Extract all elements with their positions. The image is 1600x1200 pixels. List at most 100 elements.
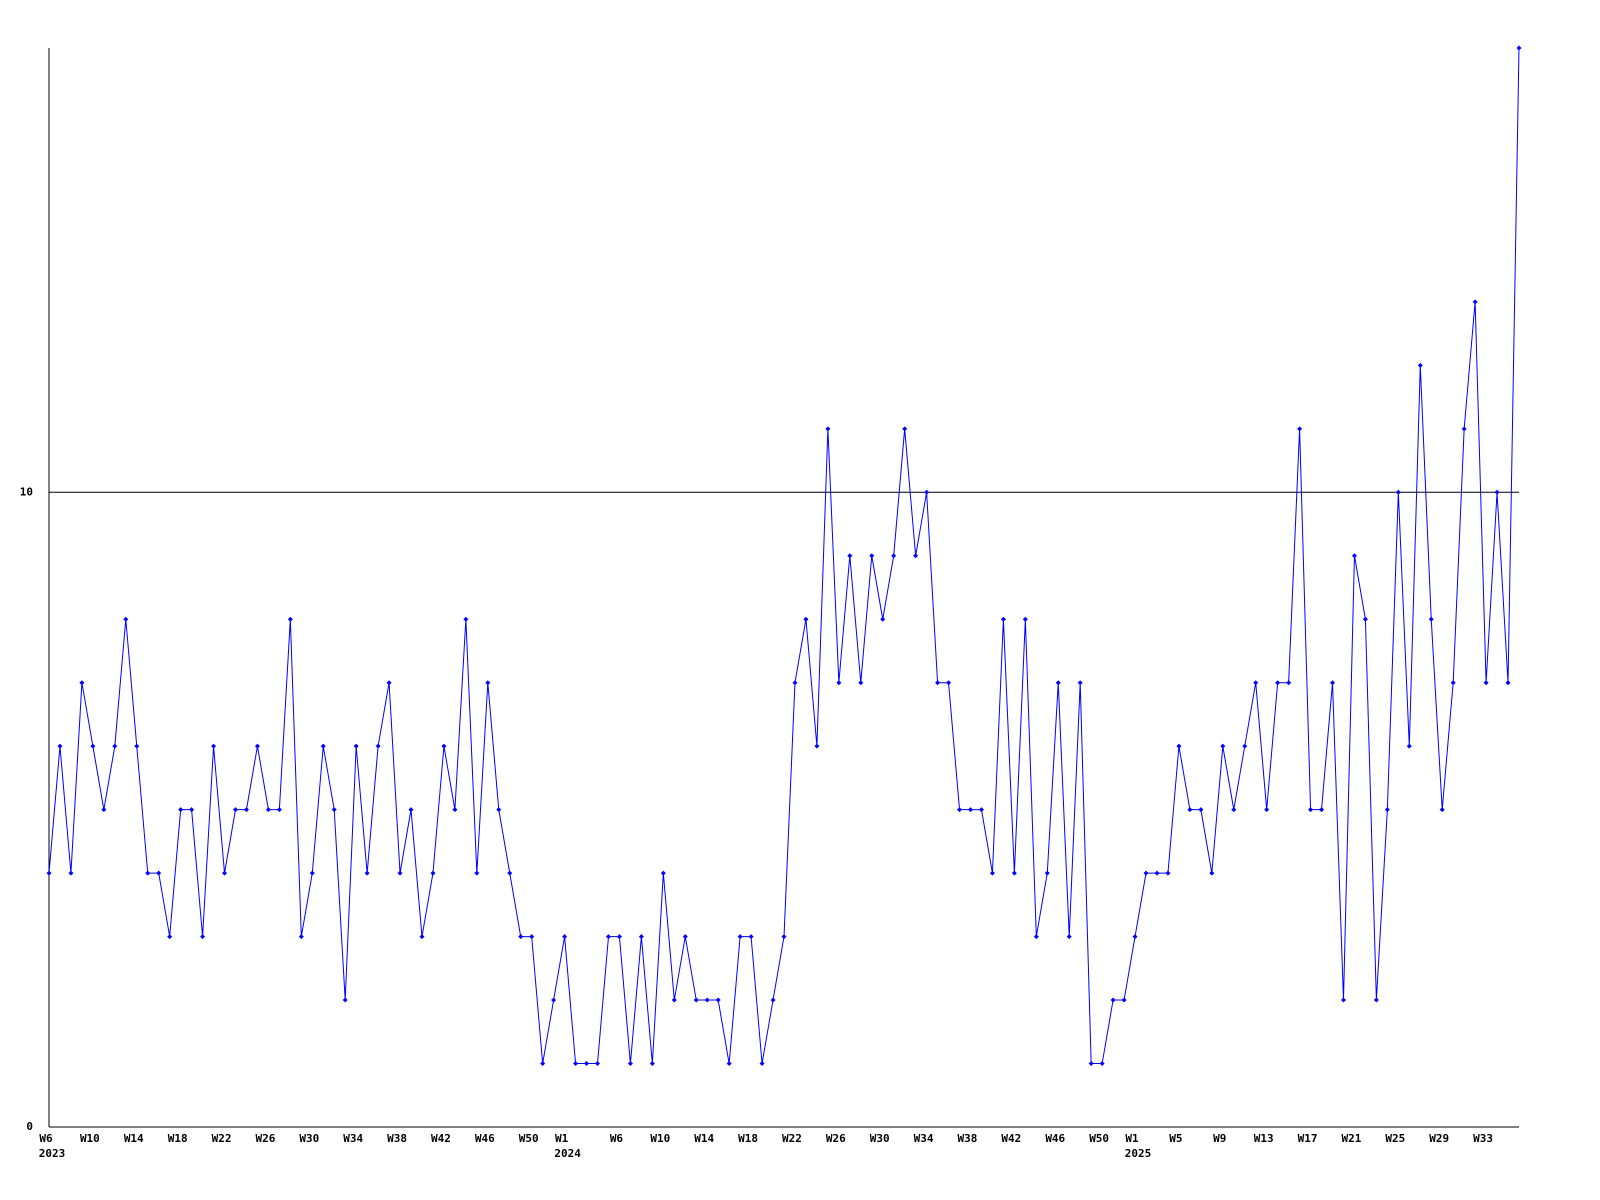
data-point xyxy=(759,1061,765,1067)
data-point xyxy=(1099,1061,1105,1067)
data-point xyxy=(1384,807,1390,813)
data-point xyxy=(496,807,502,813)
data-point xyxy=(989,870,995,876)
x-tick-label: W29 xyxy=(1429,1132,1449,1145)
data-point xyxy=(935,680,941,686)
data-point xyxy=(1231,807,1237,813)
data-point xyxy=(1351,553,1357,559)
x-year-label: 2025 xyxy=(1125,1147,1152,1160)
data-point xyxy=(342,997,348,1003)
data-point xyxy=(957,807,963,813)
data-point xyxy=(1340,997,1346,1003)
data-point xyxy=(1011,870,1017,876)
data-point xyxy=(1055,680,1061,686)
data-point xyxy=(595,1061,601,1067)
data-point xyxy=(1472,299,1478,305)
data-point xyxy=(573,1061,579,1067)
data-point xyxy=(836,680,842,686)
x-tick-label: W30 xyxy=(299,1132,319,1145)
x-tick-label: W26 xyxy=(826,1132,846,1145)
data-point xyxy=(298,934,304,940)
data-point xyxy=(781,934,787,940)
data-point xyxy=(1253,680,1259,686)
x-tick-label: W18 xyxy=(738,1132,758,1145)
x-tick-label: W6 xyxy=(610,1132,624,1145)
data-point xyxy=(1516,45,1522,51)
y-tick-label: 0 xyxy=(26,1120,33,1133)
data-point xyxy=(1330,680,1336,686)
data-point xyxy=(825,426,831,432)
data-point xyxy=(726,1061,732,1067)
data-point xyxy=(814,743,820,749)
data-point xyxy=(693,997,699,1003)
x-tick-label: W17 xyxy=(1298,1132,1318,1145)
x-tick-label: W6 xyxy=(39,1132,53,1145)
data-point xyxy=(682,934,688,940)
data-point xyxy=(616,934,622,940)
x-tick-label: W18 xyxy=(168,1132,188,1145)
data-point xyxy=(1066,934,1072,940)
data-point xyxy=(90,743,96,749)
x-tick-label: W38 xyxy=(958,1132,978,1145)
data-point xyxy=(858,680,864,686)
data-point xyxy=(189,807,195,813)
data-point xyxy=(529,934,535,940)
data-point xyxy=(1450,680,1456,686)
x-tick-label: W14 xyxy=(124,1132,144,1145)
data-point xyxy=(518,934,524,940)
data-point xyxy=(1187,807,1193,813)
x-tick-label: W5 xyxy=(1169,1132,1182,1145)
data-point xyxy=(1000,616,1006,622)
data-point xyxy=(924,489,930,495)
data-point xyxy=(441,743,447,749)
x-tick-label: W34 xyxy=(343,1132,363,1145)
data-point xyxy=(485,680,491,686)
data-point xyxy=(46,870,52,876)
data-point xyxy=(946,680,952,686)
x-tick-label: W22 xyxy=(212,1132,232,1145)
x-tick-label: W25 xyxy=(1385,1132,1405,1145)
data-point xyxy=(1286,680,1292,686)
x-tick-label: W42 xyxy=(1001,1132,1021,1145)
data-point xyxy=(101,807,107,813)
data-point xyxy=(57,743,63,749)
data-point xyxy=(1395,489,1401,495)
data-point xyxy=(419,934,425,940)
data-point xyxy=(79,680,85,686)
data-point xyxy=(551,997,557,1003)
data-point xyxy=(1308,807,1314,813)
data-point xyxy=(1209,870,1215,876)
data-point xyxy=(1264,807,1270,813)
data-point xyxy=(375,743,381,749)
data-point xyxy=(1033,934,1039,940)
data-point xyxy=(540,1061,546,1067)
x-tick-label: W14 xyxy=(694,1132,714,1145)
data-point xyxy=(1406,743,1412,749)
data-point xyxy=(1044,870,1050,876)
data-point xyxy=(1275,680,1281,686)
data-point xyxy=(1220,743,1226,749)
data-point xyxy=(1022,616,1028,622)
data-point xyxy=(1483,680,1489,686)
data-point xyxy=(847,553,853,559)
data-point xyxy=(211,743,217,749)
data-point xyxy=(1077,680,1083,686)
data-point xyxy=(1110,997,1116,1003)
data-point xyxy=(1428,616,1434,622)
data-point xyxy=(243,807,249,813)
data-point xyxy=(1494,489,1500,495)
data-point xyxy=(902,426,908,432)
data-point xyxy=(913,553,919,559)
x-tick-label: W33 xyxy=(1473,1132,1493,1145)
data-point xyxy=(320,743,326,749)
data-point xyxy=(803,616,809,622)
data-point xyxy=(364,870,370,876)
x-tick-label: W21 xyxy=(1342,1132,1362,1145)
x-tick-label: W50 xyxy=(1089,1132,1109,1145)
x-tick-label: W13 xyxy=(1254,1132,1274,1145)
data-point xyxy=(1297,426,1303,432)
data-line xyxy=(48,47,1520,1065)
data-point xyxy=(1373,997,1379,1003)
x-tick-label: W34 xyxy=(914,1132,934,1145)
data-point xyxy=(474,870,480,876)
